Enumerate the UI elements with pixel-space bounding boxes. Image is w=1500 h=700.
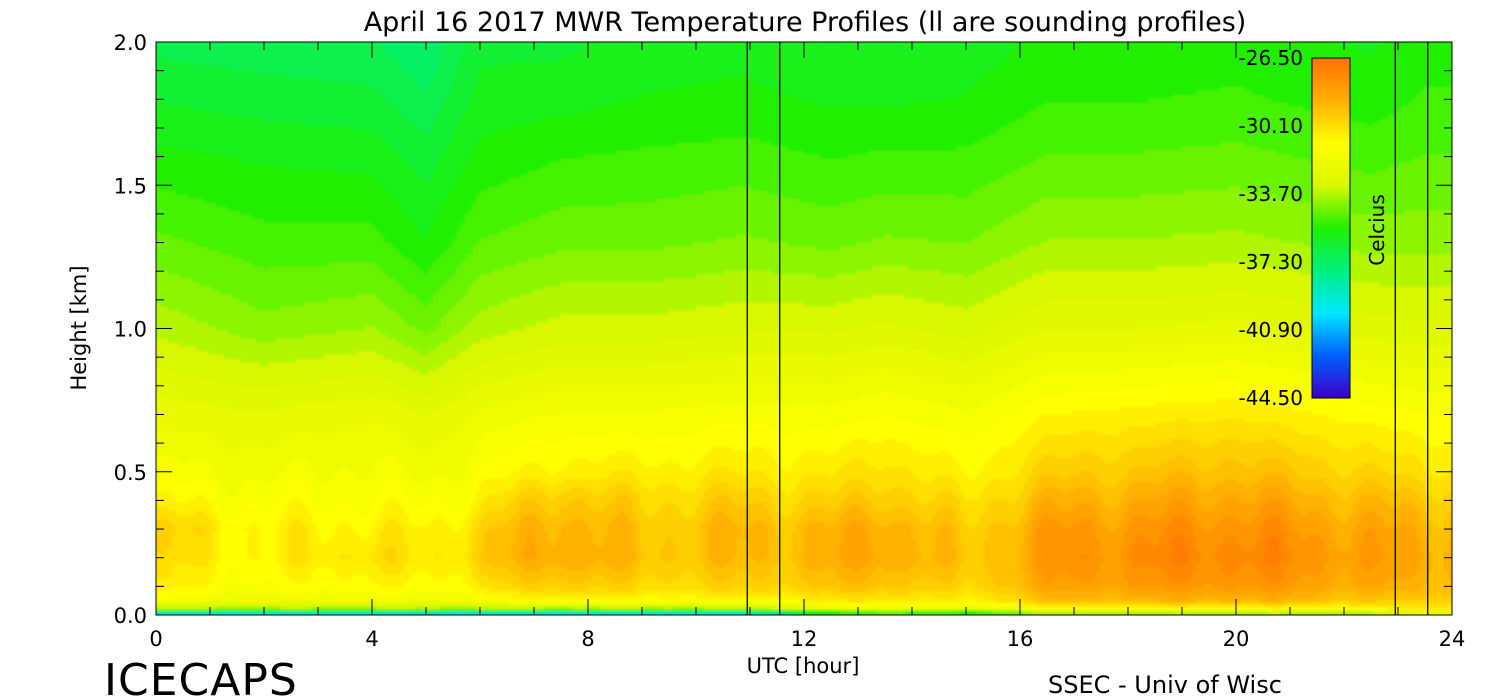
x-tick-label: 16	[1007, 627, 1034, 651]
x-tick-label: 24	[1439, 627, 1466, 651]
colorbar-scale	[1311, 57, 1351, 399]
x-axis-label: UTC [hour]	[747, 654, 860, 678]
y-tick-label: 2.0	[114, 31, 147, 55]
y-axis-label: Height [km]	[67, 265, 91, 390]
project-logo-text: ICECAPS	[104, 655, 298, 700]
colorbar-label: Celcius	[1365, 194, 1389, 265]
credit-text: SSEC - Univ of Wisc	[1048, 671, 1282, 699]
colorbar-tick-label: -33.70	[1239, 182, 1303, 206]
colorbar: -26.50 -30.10 -33.70 -37.30 -40.90 -44.50 Cel…	[1239, 46, 1389, 410]
x-tick-labels: 0 4 8 12 16 20 24	[149, 627, 1465, 651]
temperature-heatmap	[156, 42, 1452, 615]
colorbar-tick-labels: -26.50 -30.10 -33.70 -37.30 -40.90 -44.50	[1239, 46, 1303, 410]
x-tick-label: 8	[581, 627, 594, 651]
heatmap-plot	[155, 41, 1453, 616]
x-tick-label: 20	[1223, 627, 1250, 651]
axis-ticks	[155, 41, 1453, 616]
y-tick-label: 0.0	[114, 604, 147, 628]
y-tick-label: 0.5	[114, 461, 147, 485]
y-tick-label: 1.0	[114, 318, 147, 342]
colorbar-tick-label: -26.50	[1239, 46, 1303, 70]
y-tick-label: 1.5	[114, 174, 147, 198]
sounding-markers	[746, 42, 1429, 615]
x-tick-label: 4	[365, 627, 378, 651]
colorbar-tick-label: -37.30	[1239, 250, 1303, 274]
y-tick-labels: 0.0 0.5 1.0 1.5 2.0	[114, 31, 147, 628]
colorbar-tick-label: -40.90	[1239, 318, 1303, 342]
x-tick-label: 12	[791, 627, 818, 651]
chart-title: April 16 2017 MWR Temperature Profiles (…	[364, 7, 1247, 38]
colorbar-tick-label: -30.10	[1239, 114, 1303, 138]
colorbar-tick-label: -44.50	[1239, 386, 1303, 410]
x-tick-label: 0	[149, 627, 162, 651]
